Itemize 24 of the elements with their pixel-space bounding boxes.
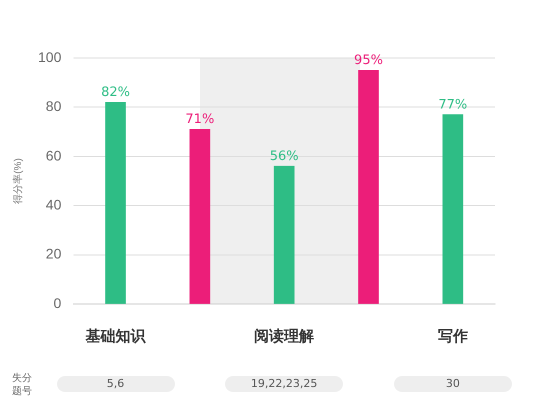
bar — [358, 70, 379, 304]
bar — [190, 129, 210, 304]
text: 19,22,23,25 — [225, 376, 344, 392]
bar — [442, 114, 464, 304]
text: 30 — [394, 376, 512, 392]
y-tick-label: 20 — [46, 246, 62, 262]
y-tick-label: 80 — [46, 98, 62, 114]
text: 失分题号 — [12, 372, 33, 398]
y-axis-title: 得分率(%) — [12, 158, 24, 204]
data-label: 95% — [354, 53, 383, 68]
y-tick-label: 40 — [46, 196, 62, 212]
x-tick-label: 基础知识 — [84, 328, 147, 346]
y-tick-label: 0 — [54, 294, 62, 311]
y-tick-label: 100 — [38, 48, 62, 65]
bar — [105, 102, 126, 304]
text: 5,6 — [56, 376, 175, 392]
x-tick-label: 写作 — [438, 328, 468, 346]
y-tick-label: 60 — [46, 147, 62, 164]
data-label: 77% — [438, 97, 468, 112]
data-label: 56% — [270, 149, 299, 164]
data-label: 71% — [185, 112, 214, 128]
bar — [274, 166, 295, 304]
x-tick-label: 阅读理解 — [254, 328, 314, 346]
data-label: 82% — [101, 85, 130, 100]
